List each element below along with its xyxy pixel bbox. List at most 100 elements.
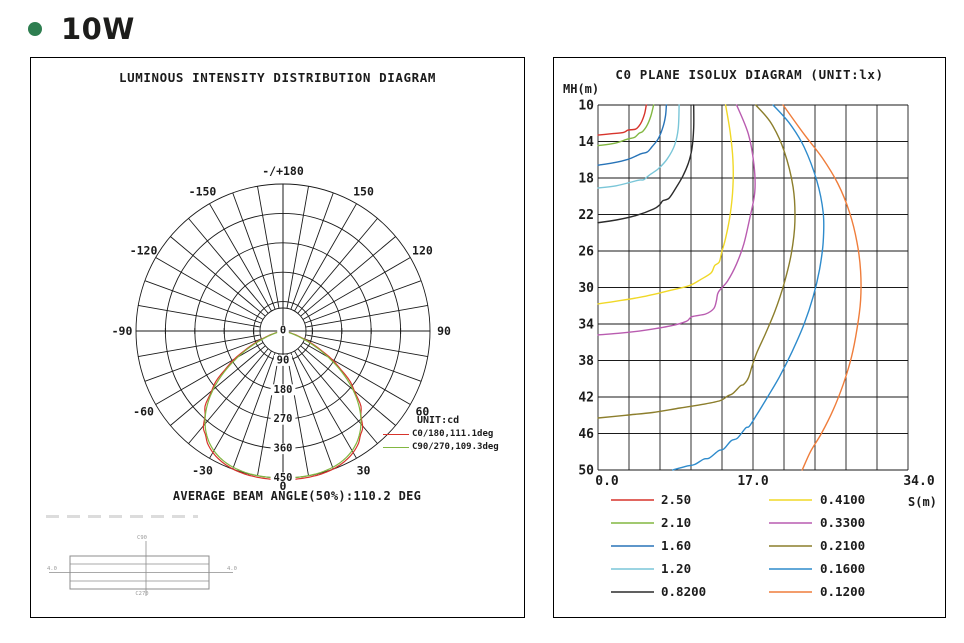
angle-tick-label: -120	[130, 244, 158, 258]
beam-angle-caption: AVERAGE BEAM ANGLE(50%):110.2 DEG	[172, 489, 422, 503]
polar-spoke	[300, 345, 396, 426]
polar-spoke	[257, 353, 280, 476]
polar-spoke	[144, 280, 262, 324]
isolux-y-tick-label: 50	[578, 464, 594, 479]
radial-label-bg	[273, 354, 293, 366]
isolux-contour-2.50	[597, 104, 647, 136]
radial-label-bg	[270, 472, 296, 484]
polar-spoke	[304, 280, 422, 324]
legend-label-c90: C90/270,109.3deg	[412, 442, 499, 452]
isolux-contour-0.2100	[597, 104, 796, 419]
isolux-legend-label-0.2100: 0.2100	[820, 538, 865, 553]
angle-tick-label: 90	[437, 324, 451, 338]
polar-spoke	[297, 348, 378, 444]
polar-spoke	[294, 350, 357, 459]
angle-tick-label: 60	[416, 405, 430, 419]
angle-tick-label: 30	[357, 463, 371, 477]
isolux-contour-0.4100	[597, 104, 734, 305]
legend-row-c0: C0/180,111.1deg	[383, 428, 499, 441]
isolux-contours	[597, 104, 862, 471]
section-title: 10W	[61, 12, 135, 46]
isolux-y-tick-label: 38	[578, 354, 594, 369]
isolux-y-tick-label: 42	[578, 391, 594, 406]
angle-tick-label: -90	[112, 324, 133, 338]
isolux-panel: 10 14 18 22 26 30 34 38 42 46 50 0.0 17.0 34.0 2.50 2.1…	[553, 57, 946, 618]
angle-tick-label: -60	[133, 405, 154, 419]
angle-tick-label-0: 0	[280, 479, 287, 493]
legend-label-c0: C0/180,111.1deg	[412, 429, 494, 439]
isolux-x-tick-label: 0.0	[595, 474, 619, 489]
isolux-y-tick-label: 18	[578, 172, 594, 187]
isolux-y-tick-label: 30	[578, 281, 594, 296]
angle-tick-label: 120	[412, 244, 433, 258]
isolux-x-tick-label: 17.0	[737, 474, 768, 489]
polar-spoke	[209, 350, 272, 459]
polar-spoke	[302, 257, 411, 320]
section-header: 10W	[28, 12, 135, 46]
isolux-contour-0.1600	[672, 104, 825, 471]
angle-tick-label: 150	[353, 185, 374, 199]
radial-tick-label: 0	[280, 325, 286, 337]
polar-spoke	[305, 334, 428, 357]
radial-label-bg	[270, 443, 296, 455]
polar-spoke	[294, 203, 357, 312]
polar-spoke	[290, 352, 334, 470]
isolux-y-tick-label: 46	[578, 427, 594, 442]
isolux-legend-label-2.10: 2.10	[661, 515, 691, 530]
polar-spoke	[155, 342, 264, 405]
x-axis-label: S(m)	[908, 495, 937, 509]
legend-row-c90: C90/270,109.3deg	[383, 441, 499, 454]
polar-spoke	[188, 218, 269, 314]
radial-tick-label: 270	[274, 413, 293, 425]
polar-spoke	[209, 203, 272, 312]
y-axis-label: MH(m)	[563, 82, 600, 96]
radial-tick-label: 90	[277, 354, 290, 366]
polar-spoke	[188, 348, 269, 444]
isolux-legend-label-0.3300: 0.3300	[820, 515, 865, 530]
radial-label-bg	[277, 325, 289, 336]
polar-spoke	[302, 342, 411, 405]
isolux-contour-0.3300	[597, 104, 756, 336]
radial-label-bg	[270, 413, 296, 425]
isolux-x-tick-label: 34.0	[903, 474, 934, 489]
radial-tick-label: 450	[274, 472, 293, 484]
isolux-legend-label-0.1200: 0.1200	[820, 584, 865, 599]
isolux-chart-title: C0 PLANE ISOLUX DIAGRAM (UNIT:lx)	[615, 67, 884, 82]
polar-spoke	[170, 345, 266, 426]
polar-spoke	[300, 236, 396, 317]
polar-chart: 0 90 180 270 360 450 30 60 90 120 150 -30 -60 -90 -120…	[47, 164, 451, 597]
luminous-intensity-panel: 0 90 180 270 360 450 30 60 90 120 150 -30 -60 -90 -120…	[30, 57, 525, 618]
radial-label-bg	[270, 384, 296, 396]
polar-spoke	[155, 257, 264, 320]
isolux-contour-2.10	[597, 104, 655, 147]
fixture-label-top: C90	[137, 535, 147, 541]
polar-spoke	[305, 305, 428, 328]
polar-spoke	[257, 186, 280, 309]
legend-key-c90-line	[383, 447, 409, 448]
faint-print-artifact	[46, 515, 198, 518]
isolux-contour-0.8200	[597, 104, 695, 224]
polar-legend: UNIT:cd C0/180,111.1deg C90/270,109.3deg	[383, 414, 499, 454]
isolux-y-tick-label: 22	[578, 208, 594, 223]
legend-key-c0-line	[383, 434, 409, 435]
polar-spoke	[138, 334, 261, 357]
angle-tick-label: -150	[189, 185, 217, 199]
isolux-contour-0.1200	[782, 104, 862, 471]
polar-chart-title: LUMINOUS INTENSITY DISTRIBUTION DIAGRAM	[119, 70, 436, 85]
polar-spoke	[232, 192, 276, 310]
isolux-y-tick-label: 14	[578, 135, 594, 150]
polar-spoke	[170, 236, 266, 317]
polar-spoke	[290, 192, 334, 310]
isolux-y-tick-label: 34	[578, 318, 594, 333]
polar-spoke	[304, 338, 422, 382]
isolux-legend-label-2.50: 2.50	[661, 492, 691, 507]
radial-tick-label: 180	[274, 384, 293, 396]
polar-spoke	[232, 352, 276, 470]
isolux-contour-1.60	[597, 104, 668, 166]
polar-spoke	[144, 338, 262, 382]
fixture-label-bottom: C270	[135, 591, 148, 597]
isolux-y-tick-label: 10	[578, 99, 594, 114]
angle-tick-label-180: -/+180	[262, 164, 304, 178]
polar-spoke	[297, 218, 378, 314]
isolux-legend-label-0.1600: 0.1600	[820, 561, 865, 576]
